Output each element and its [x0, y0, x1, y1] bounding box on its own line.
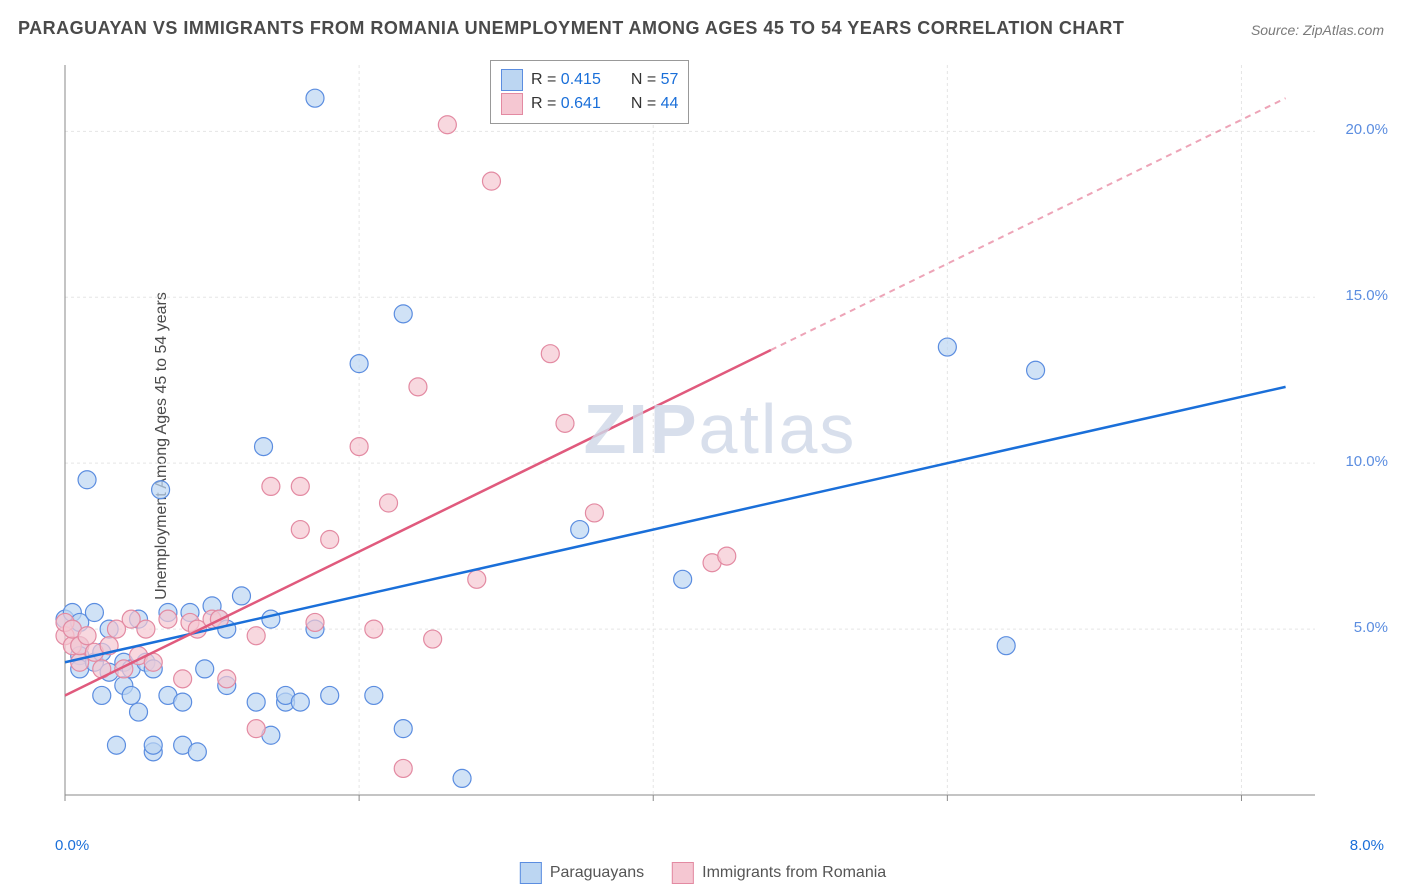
data-point — [291, 521, 309, 539]
chart-svg — [55, 55, 1385, 835]
data-point — [938, 338, 956, 356]
legend-n: N = 44 — [631, 95, 679, 113]
data-point — [1027, 361, 1045, 379]
y-tick-label: 20.0% — [1345, 121, 1388, 138]
data-point — [247, 720, 265, 738]
regression-line — [65, 350, 771, 695]
y-tick-label: 10.0% — [1345, 453, 1388, 470]
data-point — [144, 736, 162, 754]
data-point — [152, 481, 170, 499]
data-point — [674, 570, 692, 588]
data-point — [78, 627, 96, 645]
legend-r: R = 0.641 — [531, 95, 601, 113]
legend-swatch — [520, 862, 542, 884]
data-point — [541, 345, 559, 363]
data-point — [85, 604, 103, 622]
legend-swatch — [672, 862, 694, 884]
data-point — [365, 620, 383, 638]
legend-label: Immigrants from Romania — [702, 864, 886, 882]
legend-row: R = 0.415 N = 57 — [501, 69, 678, 91]
legend-item: Paraguayans — [520, 862, 644, 884]
data-point — [350, 438, 368, 456]
data-point — [93, 686, 111, 704]
data-point — [468, 570, 486, 588]
y-tick-label: 5.0% — [1354, 619, 1388, 636]
data-point — [291, 693, 309, 711]
data-point — [188, 743, 206, 761]
data-point — [255, 438, 273, 456]
data-point — [585, 504, 603, 522]
data-point — [122, 686, 140, 704]
data-point — [247, 627, 265, 645]
data-point — [262, 610, 280, 628]
data-point — [350, 355, 368, 373]
data-point — [159, 610, 177, 628]
regression-extrapolation — [771, 98, 1286, 350]
data-point — [380, 494, 398, 512]
data-point — [482, 172, 500, 190]
data-point — [232, 587, 250, 605]
data-point — [78, 471, 96, 489]
data-point — [107, 736, 125, 754]
data-point — [174, 670, 192, 688]
regression-line — [65, 387, 1286, 662]
data-point — [365, 686, 383, 704]
data-point — [321, 531, 339, 549]
legend-row: R = 0.641 N = 44 — [501, 93, 678, 115]
data-point — [409, 378, 427, 396]
data-point — [453, 769, 471, 787]
legend-r: R = 0.415 — [531, 71, 601, 89]
data-point — [394, 305, 412, 323]
data-point — [438, 116, 456, 134]
data-point — [306, 89, 324, 107]
legend-n: N = 57 — [631, 71, 679, 89]
data-point — [394, 720, 412, 738]
y-tick-label: 15.0% — [1345, 287, 1388, 304]
data-point — [306, 613, 324, 631]
legend-label: Paraguayans — [550, 864, 644, 882]
source-label: Source: ZipAtlas.com — [1251, 22, 1384, 38]
legend-swatch — [501, 69, 523, 91]
correlation-legend: R = 0.415 N = 57 R = 0.641 N = 44 — [490, 60, 689, 124]
data-point — [130, 703, 148, 721]
data-point — [291, 477, 309, 495]
data-point — [196, 660, 214, 678]
data-point — [247, 693, 265, 711]
x-tick-label: 8.0% — [1350, 837, 1384, 854]
data-point — [997, 637, 1015, 655]
scatter-plot: ZIPatlas — [55, 55, 1385, 835]
data-point — [321, 686, 339, 704]
legend-swatch — [501, 93, 523, 115]
x-tick-label: 0.0% — [55, 837, 89, 854]
data-point — [394, 759, 412, 777]
data-point — [262, 477, 280, 495]
data-point — [218, 670, 236, 688]
chart-title: PARAGUAYAN VS IMMIGRANTS FROM ROMANIA UN… — [18, 18, 1124, 39]
data-point — [424, 630, 442, 648]
data-point — [556, 414, 574, 432]
data-point — [571, 521, 589, 539]
series-legend: Paraguayans Immigrants from Romania — [520, 862, 886, 884]
data-point — [137, 620, 155, 638]
data-point — [174, 693, 192, 711]
legend-item: Immigrants from Romania — [672, 862, 886, 884]
data-point — [718, 547, 736, 565]
